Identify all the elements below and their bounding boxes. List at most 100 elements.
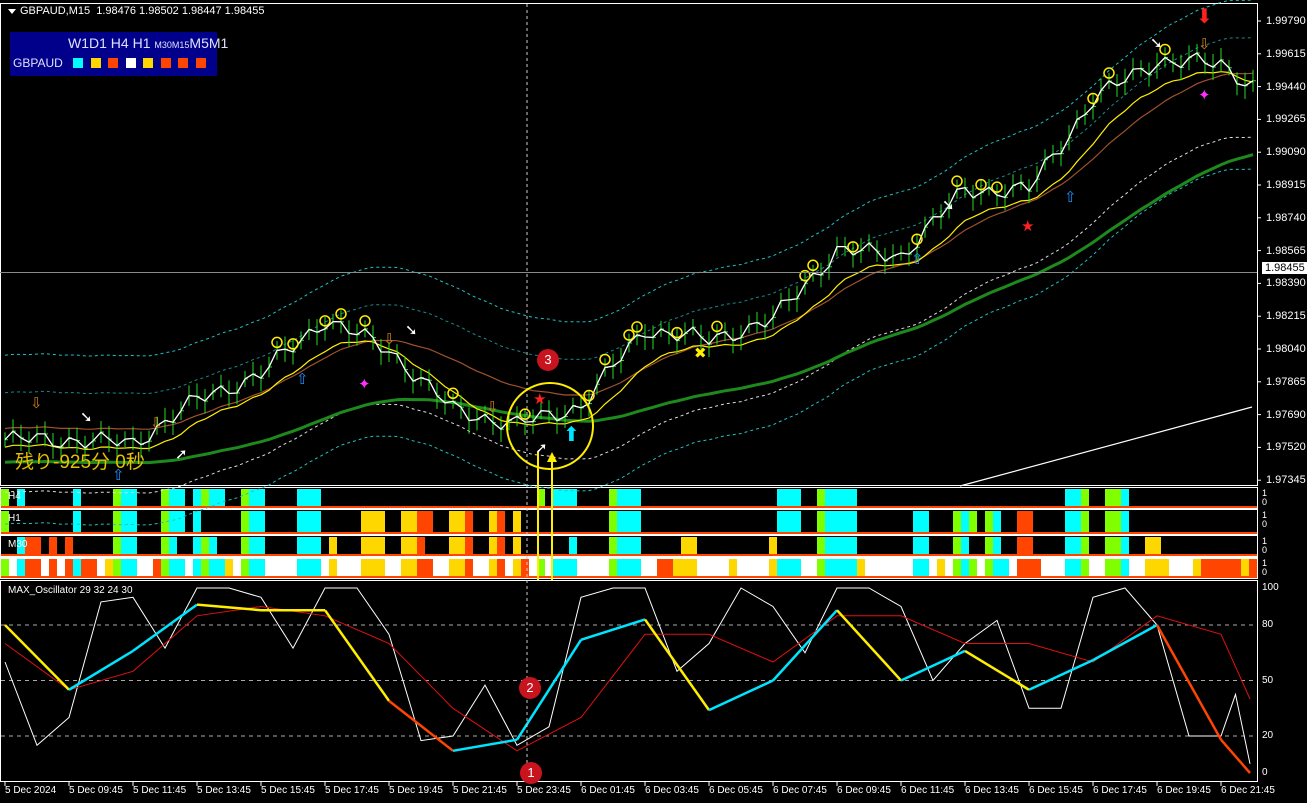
osc-level-label: 80	[1262, 619, 1274, 630]
band-segment	[961, 559, 969, 576]
osc-level-label: 50	[1262, 674, 1274, 686]
band-segment	[825, 537, 857, 554]
band-segment	[161, 559, 169, 576]
osc-level-label: 100	[1262, 582, 1279, 593]
down-right-arrow-icon: ➘	[80, 409, 93, 426]
band-segment	[401, 559, 417, 576]
marker-2: 2	[519, 677, 541, 699]
up-arrow-icon: ⇧	[1064, 189, 1077, 206]
band-segment	[913, 537, 929, 554]
signal-ring-marker	[287, 338, 299, 350]
signal-ring-marker	[807, 259, 819, 272]
band-segment	[17, 537, 25, 554]
band-segment	[1065, 559, 1081, 576]
band-segment	[817, 559, 825, 576]
band-segment	[857, 559, 865, 576]
band-segment	[553, 559, 577, 576]
band-segment	[241, 489, 249, 506]
collapse-triangle-icon[interactable]	[8, 8, 16, 14]
main-pane-border	[0, 3, 1258, 486]
time-tick-label: 5 Dec 09:45	[69, 785, 123, 796]
band-segment	[161, 537, 169, 554]
band-segment	[513, 537, 521, 554]
time-tick-label: 6 Dec 05:45	[709, 785, 763, 796]
band-segment	[465, 511, 473, 532]
band-segment	[417, 537, 425, 554]
band-segment	[777, 511, 801, 532]
band-segment	[465, 537, 473, 554]
band-segment	[969, 559, 977, 576]
band-segment	[201, 489, 209, 506]
band-segment	[105, 559, 113, 576]
band-segment	[113, 489, 121, 506]
signal-ring-marker	[951, 175, 963, 187]
band-segment	[825, 511, 857, 532]
ohlc-values: 1.98476 1.98502 1.98447 1.98455	[96, 5, 265, 17]
osc-main-segment	[1028, 659, 1094, 691]
symbol-timeframe: GBPAUD,M15	[20, 5, 91, 17]
osc-pane-border	[0, 580, 1258, 782]
osc-main-segment	[68, 649, 134, 691]
band-segment	[985, 511, 993, 532]
band-segment	[913, 559, 929, 576]
band-segment	[193, 559, 201, 576]
band-segment	[297, 537, 321, 554]
down-right-arrow-icon: ➘	[942, 197, 955, 214]
band-segment	[49, 537, 57, 554]
band-segment	[497, 559, 505, 576]
trend-square-m1	[195, 58, 206, 68]
band-segment	[121, 537, 137, 554]
marker-1: 1	[520, 762, 542, 784]
oscillator-title: MAX_Oscillator 29 32 24 30	[8, 585, 133, 596]
down-arrow-icon: ⇩	[486, 399, 499, 416]
signal-ring-marker	[991, 181, 1003, 193]
band-segment	[961, 511, 969, 532]
down-right-arrow-icon: ➘	[405, 322, 418, 339]
down-arrow-icon: ⬇	[1196, 6, 1213, 28]
upper-band-outer	[4, 0, 1254, 357]
band-segment	[817, 489, 825, 506]
band-segment	[297, 489, 321, 506]
band-segment	[1105, 489, 1121, 506]
osc-main-segment	[1092, 623, 1158, 662]
down-arrow-icon: ⇩	[383, 331, 396, 348]
band-segment	[913, 511, 929, 532]
band-segment	[657, 559, 673, 576]
price-tick-label: 1.97345	[1266, 474, 1306, 487]
band-segment	[777, 489, 801, 506]
osc-main-segment	[580, 618, 646, 641]
down-arrow-icon: ⇩	[150, 415, 163, 432]
time-tick-label: 6 Dec 17:45	[1093, 785, 1147, 796]
long-ma-line	[959, 406, 1253, 487]
band-segment	[993, 537, 1001, 554]
signal-ring-marker	[623, 329, 635, 341]
band-scale-0: 0	[1262, 497, 1268, 507]
price-pane	[4, 0, 1256, 526]
band-segment	[1081, 511, 1089, 532]
band-segment	[417, 511, 433, 532]
band-row-label: H1	[8, 513, 21, 524]
band-segment	[1121, 537, 1129, 554]
signal-ring-marker	[519, 408, 531, 420]
highlight-circle	[506, 382, 594, 470]
band-scale-0: 0	[1262, 545, 1268, 555]
band-segment	[361, 511, 385, 532]
signal-ring-marker	[911, 233, 923, 245]
price-tick-label: 1.98565	[1266, 244, 1306, 257]
band-scale-1: 1	[1262, 558, 1268, 568]
time-tick-label: 6 Dec 03:45	[645, 785, 699, 796]
slow-ma-line	[4, 153, 1254, 465]
band-segment	[1121, 559, 1129, 576]
band-segment	[209, 559, 225, 576]
band-segment	[193, 511, 201, 532]
tf-m15: M15	[171, 40, 190, 50]
band-segment	[121, 559, 137, 576]
chart-header: GBPAUD,M15 1.98476 1.98502 1.98447 1.984…	[8, 5, 264, 18]
band-segment	[985, 559, 993, 576]
price-tick-label: 1.99615	[1266, 47, 1306, 60]
osc-main-segment	[323, 609, 391, 702]
signal-ring-marker	[1087, 92, 1099, 105]
band-segment	[569, 537, 577, 554]
osc-main-segment	[196, 603, 262, 612]
